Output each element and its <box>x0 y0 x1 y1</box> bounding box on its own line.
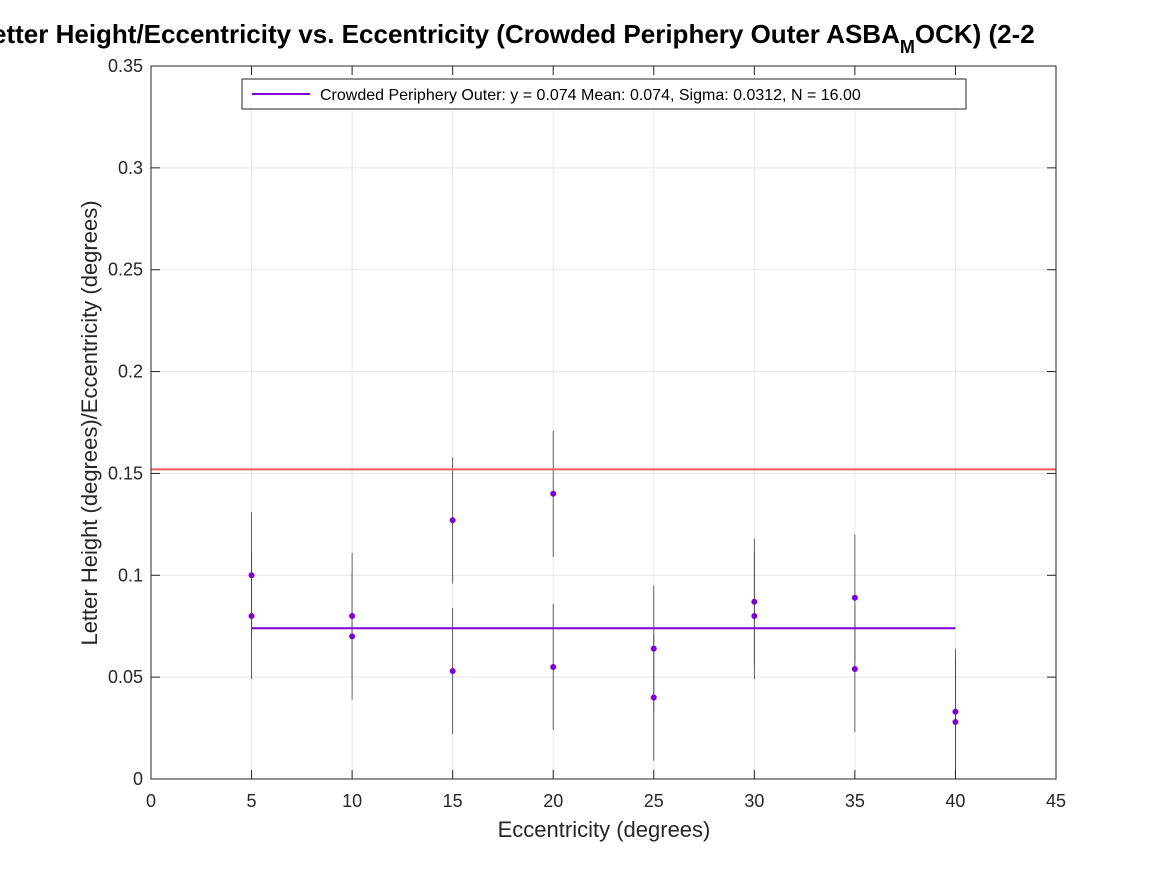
y-tick-label: 0.05 <box>108 667 143 687</box>
y-tick-label: 0 <box>133 769 143 789</box>
x-tick-labels: 0 5 10 15 20 25 30 35 40 45 <box>146 791 1066 811</box>
chart-title-tail: OCK) (2-2 <box>915 19 1035 49</box>
data-point <box>248 572 255 579</box>
legend-box <box>241 78 967 110</box>
x-axis-label: Eccentricity (degrees) <box>498 817 711 842</box>
x-tick-label: 45 <box>1046 791 1066 811</box>
y-tick-label: 0.2 <box>118 362 143 382</box>
y-tick-labels: 0 0.05 0.1 0.15 0.2 0.25 0.3 0.35 <box>108 56 143 789</box>
x-tick-label: 40 <box>945 791 965 811</box>
data-point <box>650 645 657 652</box>
y-tick-label: 0.1 <box>118 565 143 585</box>
x-tick-label: 10 <box>342 791 362 811</box>
x-tick-label: 30 <box>744 791 764 811</box>
chart-title: etter Height/Eccentricity vs. Eccentrici… <box>0 19 1035 57</box>
data-point <box>550 663 557 670</box>
data-point <box>248 613 255 620</box>
y-tick-label: 0.3 <box>118 158 143 178</box>
y-tick-label: 0.35 <box>108 56 143 76</box>
x-tick-label: 25 <box>644 791 664 811</box>
data-point <box>550 490 557 497</box>
y-tick-label: 0.25 <box>108 260 143 280</box>
data-point <box>952 718 959 725</box>
data-point <box>751 598 758 605</box>
axis-ticks <box>150 65 1057 780</box>
x-tick-label: 20 <box>543 791 563 811</box>
data-point <box>952 708 959 715</box>
x-tick-label: 0 <box>146 791 156 811</box>
y-tick-label: 0.15 <box>108 463 143 483</box>
data-point <box>349 633 356 640</box>
legend-entry: Crowded Periphery Outer: y = 0.074 Mean:… <box>320 87 861 104</box>
data-point <box>650 694 657 701</box>
chart-title-main: etter Height/Eccentricity vs. Eccentrici… <box>0 19 900 49</box>
x-tick-label: 15 <box>443 791 463 811</box>
data-point <box>349 613 356 620</box>
data-point <box>449 517 456 524</box>
chart-title-subscript: M <box>900 37 915 57</box>
data-point <box>851 665 858 672</box>
data-point <box>751 613 758 620</box>
data-points <box>248 490 959 725</box>
data-point <box>851 594 858 601</box>
x-tick-label: 5 <box>247 791 257 811</box>
data-point <box>449 668 456 675</box>
x-tick-label: 35 <box>845 791 865 811</box>
legend: Crowded Periphery Outer: y = 0.074 Mean:… <box>241 78 967 110</box>
plot-area <box>151 66 1056 779</box>
plot-frame <box>150 65 1057 780</box>
y-axis-label: Letter Height (degrees)/Eccentricity (de… <box>77 200 102 645</box>
